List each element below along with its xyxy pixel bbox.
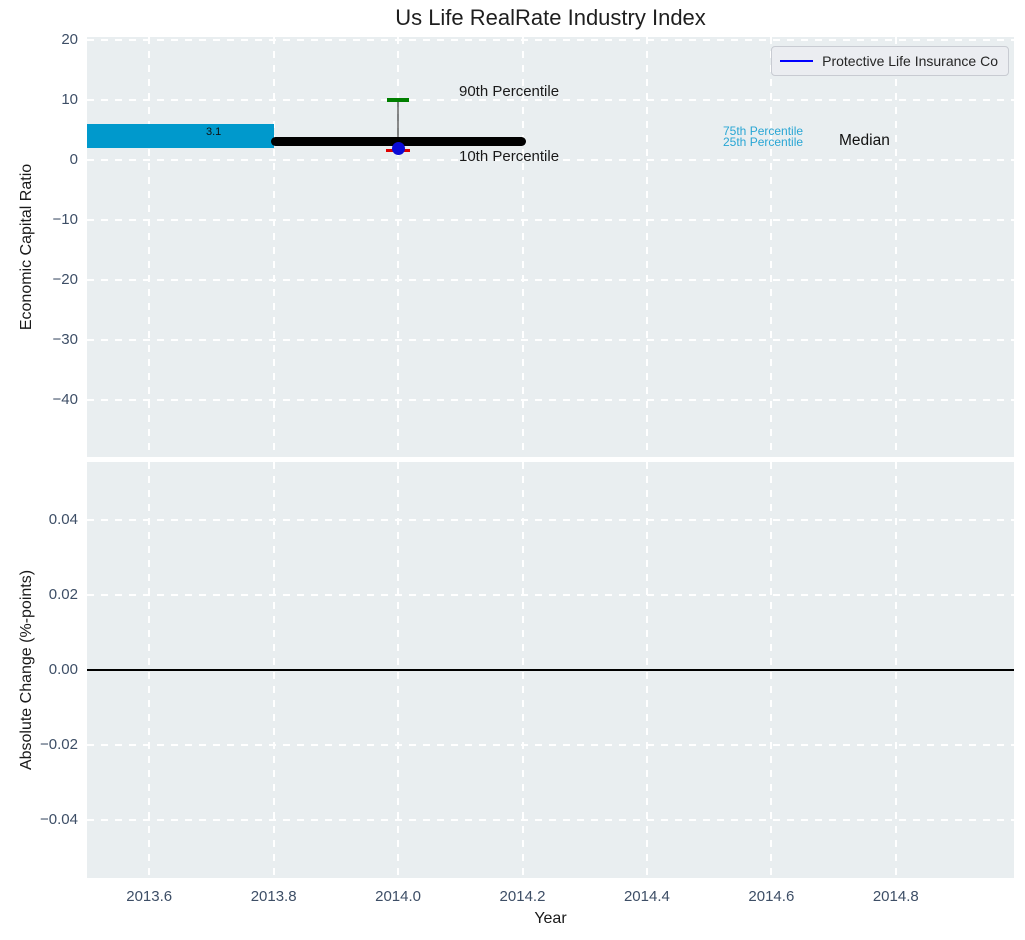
- xlabel-year: Year: [534, 910, 567, 927]
- ytick-label: −20: [52, 271, 78, 288]
- gridline-horizontal: [87, 519, 1014, 522]
- zero-line: [87, 669, 1014, 671]
- xtick-label: 2014.2: [499, 888, 546, 905]
- gridline-vertical: [645, 37, 648, 457]
- ytick-label: 20: [61, 31, 78, 48]
- gridline-vertical: [397, 37, 400, 457]
- gridline-horizontal: [87, 279, 1014, 281]
- gridline-horizontal: [87, 219, 1014, 221]
- annotation-25th-percentile: 25th Percentile: [723, 135, 804, 149]
- ytick-label: −0.02: [40, 735, 78, 753]
- legend-label: Protective Life Insurance Co: [822, 53, 998, 69]
- xtick-label: 2013.6: [126, 888, 173, 905]
- boxplot-median-line: [270, 136, 526, 146]
- ytick-label: 0.00: [48, 661, 78, 678]
- ytick-label: −30: [52, 331, 78, 348]
- gridline-vertical: [770, 37, 773, 457]
- ytick-label: 0.02: [48, 586, 78, 604]
- gridline-horizontal: [87, 818, 1014, 821]
- gridline-horizontal: [87, 39, 1014, 41]
- annotation-90th-percentile: 90th Percentile: [459, 83, 560, 100]
- chart-title: Us Life RealRate Industry Index: [395, 5, 706, 30]
- ytick-label: −0.04: [40, 810, 78, 828]
- legend-line-sample: [780, 60, 814, 62]
- xtick-label: 2014.4: [623, 888, 670, 905]
- boxplot-whisker: [397, 100, 399, 151]
- boxplot-90th-cap: [387, 98, 409, 102]
- gridline-horizontal: [87, 339, 1014, 341]
- gridline-horizontal: [87, 743, 1014, 746]
- annotation-75th-percentile: 75th Percentile: [723, 124, 804, 138]
- gridline-vertical: [272, 37, 275, 457]
- xtick-label: 2013.8: [250, 888, 297, 905]
- ylabel-economic-capital-ratio: Economic Capital Ratio: [18, 163, 35, 331]
- gridline-vertical: [894, 37, 897, 457]
- ytick-label: −10: [52, 211, 78, 228]
- axes-top-economic-capital-ratio: [87, 37, 1014, 457]
- ytick-label: 10: [61, 91, 78, 108]
- annotation-median: Median: [839, 132, 890, 149]
- annotation-median-value: 3.1: [206, 126, 222, 138]
- xtick-label: 2014.0: [375, 888, 421, 905]
- gridline-vertical: [148, 37, 151, 457]
- gridline-horizontal: [87, 399, 1014, 401]
- axes-bottom-absolute-change: [87, 462, 1014, 878]
- annotation-10th-percentile: 10th Percentile: [459, 148, 560, 165]
- legend: Protective Life Insurance Co: [771, 46, 1009, 76]
- boxplot-iqr-box: [87, 124, 274, 148]
- ytick-label: 0: [69, 151, 78, 168]
- gridline-horizontal: [87, 594, 1014, 597]
- ytick-label: 0.04: [48, 511, 78, 529]
- company-marker-dot: [391, 141, 405, 155]
- xtick-label: 2014.6: [748, 888, 795, 905]
- gridline-horizontal: [87, 159, 1014, 161]
- gridline-horizontal: [87, 99, 1014, 101]
- ytick-label: −40: [52, 391, 78, 408]
- gridline-vertical: [521, 37, 524, 457]
- xtick-label: 2014.8: [872, 888, 919, 905]
